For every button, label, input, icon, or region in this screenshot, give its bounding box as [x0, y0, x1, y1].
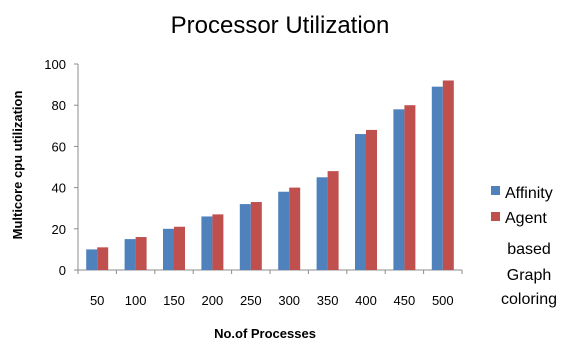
bar-affinity-250	[239, 204, 251, 270]
x-tick-label: 150	[163, 293, 185, 308]
x-tick-label: 450	[394, 293, 416, 308]
bar-affinity-500	[431, 86, 443, 270]
legend-label: Affinity	[505, 185, 553, 202]
legend-label: Graph	[507, 267, 551, 284]
x-tick-label: 300	[278, 293, 300, 308]
legend-swatch-affinity	[491, 186, 500, 195]
bar-agent-based-graph-coloring-350	[327, 171, 339, 270]
bar-agent-based-graph-coloring-50	[97, 247, 109, 270]
bar-agent-based-graph-coloring-100	[135, 237, 147, 270]
x-tick-label: 500	[432, 293, 454, 308]
bar-affinity-350	[316, 177, 328, 270]
y-tick-label: 20	[52, 222, 66, 237]
bar-agent-based-graph-coloring-400	[366, 129, 377, 270]
x-axis-label: No.of Processes	[214, 326, 316, 341]
bar-affinity-50	[86, 249, 98, 270]
y-axis-label: Multicore cpu utilization	[10, 91, 25, 240]
bar-agent-based-graph-coloring-300	[289, 187, 301, 270]
legend-label: Agent	[505, 210, 547, 227]
legend-swatch-agent-based-graph-coloring	[491, 212, 500, 221]
bar-agent-based-graph-coloring-250	[250, 202, 262, 270]
bar-affinity-100	[124, 239, 136, 270]
bar-affinity-300	[278, 191, 290, 270]
x-tick-label: 400	[355, 293, 377, 308]
bar-affinity-450	[393, 109, 405, 270]
x-tick-label: 200	[202, 293, 224, 308]
x-tick-label: 100	[125, 293, 147, 308]
y-tick-label: 40	[52, 181, 66, 196]
bars	[86, 80, 454, 270]
y-tick-label: 80	[52, 98, 66, 113]
legend: Affinity Agent based Graph coloring	[491, 185, 557, 308]
legend-label: coloring	[501, 291, 557, 308]
x-tick-label: 250	[240, 293, 262, 308]
y-tick-label: 0	[59, 263, 66, 278]
bar-agent-based-graph-coloring-450	[404, 105, 416, 270]
bar-agent-based-graph-coloring-500	[442, 80, 454, 270]
chart-title: Processor Utilization	[171, 12, 390, 39]
y-tick-label: 100	[44, 57, 66, 72]
y-tick-labels: 0 20 40 60 80 100	[44, 57, 66, 278]
x-tick-label: 350	[317, 293, 339, 308]
bar-agent-based-graph-coloring-150	[174, 226, 185, 270]
bar-affinity-150	[163, 228, 174, 270]
bar-affinity-400	[355, 134, 366, 270]
x-tick-labels: 50 100 150 200 250 300 350 400 450 500	[90, 293, 454, 308]
y-tick-label: 60	[52, 139, 66, 154]
legend-label: based	[507, 241, 551, 258]
x-tick-label: 50	[90, 293, 104, 308]
bar-agent-based-graph-coloring-200	[212, 214, 224, 270]
bar-affinity-200	[201, 216, 213, 270]
